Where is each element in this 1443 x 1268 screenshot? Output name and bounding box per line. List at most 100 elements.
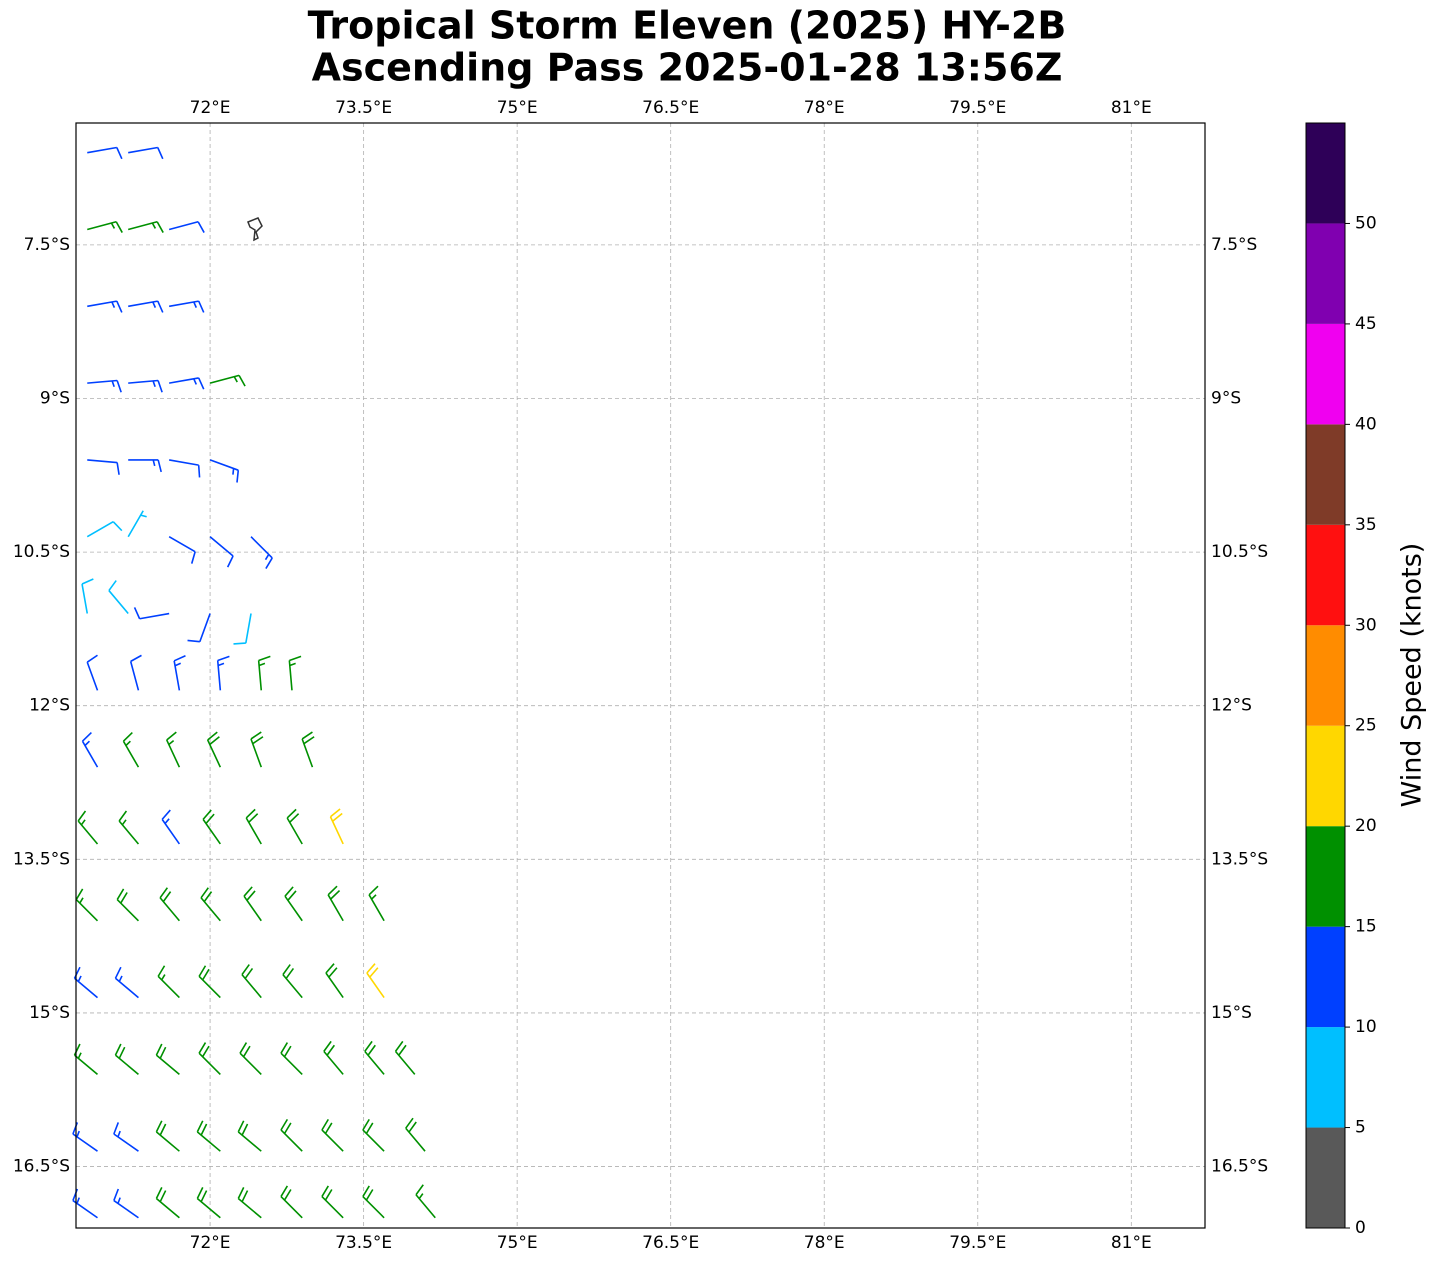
colorbar-tick-label: 30 bbox=[1355, 615, 1377, 635]
x-tick-label: 73.5°E bbox=[335, 1233, 392, 1253]
colorbar-segment bbox=[1306, 323, 1345, 425]
island-coastline bbox=[247, 217, 263, 242]
wind-barb bbox=[128, 459, 162, 473]
wind-barb bbox=[128, 146, 164, 160]
colorbar-tick-label: 15 bbox=[1355, 917, 1377, 937]
colorbar-segment bbox=[1306, 424, 1345, 525]
x-tick-label: 72°E bbox=[190, 1233, 231, 1253]
wind-barb bbox=[81, 578, 94, 614]
wind-barb bbox=[241, 964, 262, 999]
wind-barb bbox=[250, 731, 264, 768]
wind-barb bbox=[280, 1118, 303, 1152]
wind-barb bbox=[366, 963, 385, 999]
wind-barb bbox=[321, 1185, 344, 1219]
wind-barb bbox=[87, 146, 123, 160]
wind-barb bbox=[165, 731, 181, 768]
wind-barb bbox=[155, 1043, 180, 1076]
wind-barb bbox=[301, 731, 315, 768]
wind-barb bbox=[206, 731, 222, 768]
wind-barb bbox=[114, 1043, 139, 1076]
wind-barb bbox=[114, 966, 139, 999]
wind-barb bbox=[81, 732, 99, 768]
y-tick-label: 12°S bbox=[29, 696, 70, 716]
title-line: Ascending Pass 2025-01-28 13:56Z bbox=[312, 46, 1063, 90]
wind-barb bbox=[86, 521, 123, 538]
wind-barb bbox=[362, 1118, 385, 1152]
wind-barb bbox=[243, 886, 262, 922]
colorbar-segment bbox=[1306, 223, 1345, 324]
wind-barb bbox=[288, 655, 302, 691]
x-tick-label: 73.5°E bbox=[335, 98, 392, 118]
x-tick-label: 79.5°E bbox=[949, 98, 1006, 118]
y-tick-label: 16.5°S bbox=[13, 1157, 70, 1177]
colorbar-label: Wind Speed (knots) bbox=[1397, 543, 1428, 808]
x-tick-label: 72°E bbox=[190, 98, 231, 118]
wind-barb bbox=[405, 1117, 426, 1152]
wind-barb bbox=[133, 607, 170, 620]
colorbar-segment bbox=[1306, 725, 1345, 827]
wind-barb bbox=[321, 1118, 344, 1152]
wind-barb bbox=[250, 536, 273, 569]
y-tick-label: 15°S bbox=[29, 1003, 70, 1023]
wind-barb bbox=[122, 732, 140, 768]
wind-barb bbox=[202, 809, 221, 845]
colorbar-segment bbox=[1306, 826, 1345, 927]
colorbar-segment bbox=[1306, 1127, 1345, 1228]
colorbar-segment bbox=[1306, 524, 1345, 626]
y-tick-label: 9°S bbox=[1211, 388, 1241, 408]
wind-barb bbox=[284, 886, 303, 922]
colorbar-tick-label: 45 bbox=[1355, 314, 1377, 334]
y-tick-label: 10.5°S bbox=[13, 542, 70, 562]
wind-barb bbox=[77, 810, 99, 845]
colorbar-frame bbox=[1305, 122, 1346, 1229]
wind-barb bbox=[128, 300, 164, 313]
x-tick-label: 79.5°E bbox=[949, 1233, 1006, 1253]
colorbar-tick-label: 50 bbox=[1355, 213, 1377, 233]
wind-barb bbox=[87, 300, 123, 313]
x-tick-label: 75°E bbox=[497, 1233, 538, 1253]
y-tick-label: 7.5°S bbox=[1211, 235, 1257, 255]
wind-barb bbox=[216, 655, 230, 691]
colorbar-tick-label: 40 bbox=[1355, 414, 1377, 434]
y-tick-label: 13.5°S bbox=[13, 849, 70, 869]
wind-barb bbox=[72, 1122, 98, 1152]
wind-barb bbox=[87, 459, 120, 475]
wind-barb bbox=[161, 809, 181, 845]
wind-barb bbox=[196, 1186, 221, 1219]
wind-barb bbox=[329, 808, 344, 845]
wind-barb bbox=[237, 1120, 262, 1152]
x-tick-label: 78°E bbox=[804, 98, 845, 118]
title-line: Tropical Storm Eleven (2025) HY-2B bbox=[308, 4, 1067, 48]
wind-barb bbox=[157, 965, 180, 999]
wind-barb bbox=[209, 536, 234, 568]
wind-barb bbox=[118, 810, 140, 845]
wind-barb bbox=[75, 888, 99, 922]
y-tick-label: 7.5°S bbox=[24, 235, 70, 255]
colorbar-tick-label: 0 bbox=[1355, 1218, 1366, 1238]
wind-barb bbox=[155, 1120, 180, 1152]
wind-barb bbox=[198, 965, 221, 999]
wind-barb bbox=[129, 654, 142, 691]
wind-barb bbox=[209, 374, 246, 387]
wind-barb bbox=[159, 887, 180, 922]
wind-barb bbox=[169, 377, 205, 390]
wind-barb bbox=[173, 655, 186, 691]
wind-barb bbox=[368, 885, 385, 922]
colorbar-segment bbox=[1306, 123, 1345, 224]
wind-barb bbox=[286, 808, 303, 845]
y-tick-label: 9°S bbox=[40, 388, 70, 408]
wind-barb bbox=[198, 1042, 221, 1075]
y-tick-label: 10.5°S bbox=[1211, 542, 1268, 562]
wind-barb bbox=[245, 808, 262, 845]
x-tick-label: 76.5°E bbox=[642, 1233, 699, 1253]
wind-barb bbox=[113, 1188, 139, 1219]
wind-barb bbox=[362, 1185, 385, 1219]
wind-barb bbox=[168, 220, 205, 233]
x-tick-label: 75°E bbox=[497, 98, 538, 118]
wind-barb bbox=[113, 1122, 139, 1152]
wind-barb bbox=[108, 580, 129, 615]
y-tick-label: 15°S bbox=[1211, 1003, 1252, 1023]
wind-barb bbox=[323, 1040, 344, 1075]
wind-barb bbox=[155, 1186, 180, 1219]
